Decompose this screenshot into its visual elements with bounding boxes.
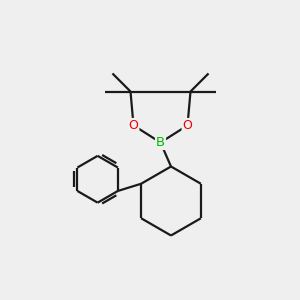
Text: O: O — [129, 119, 138, 132]
Text: B: B — [156, 136, 165, 149]
Text: O: O — [183, 119, 192, 132]
